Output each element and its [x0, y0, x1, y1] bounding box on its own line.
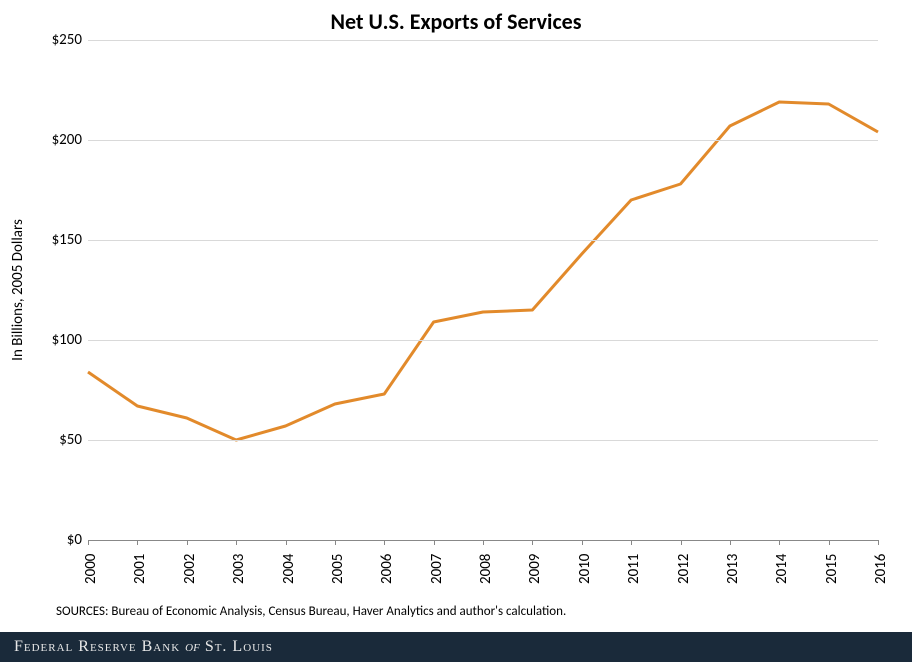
- footer-suffix: St. Louis: [200, 638, 273, 655]
- plot-area: $0$50$100$150$200$2502000200120022003200…: [88, 40, 878, 541]
- x-tick-label: 2009: [526, 554, 544, 584]
- y-tick-label: $250: [52, 31, 88, 49]
- x-tick-mark: [187, 540, 188, 545]
- x-tick-mark: [681, 540, 682, 545]
- x-tick-mark: [631, 540, 632, 545]
- x-tick-label: 2004: [280, 554, 298, 584]
- y-tick-label: $100: [52, 331, 88, 349]
- x-tick-mark: [384, 540, 385, 545]
- gridline: [88, 40, 878, 41]
- x-tick-label: 2008: [477, 554, 495, 584]
- x-tick-mark: [137, 540, 138, 545]
- x-tick-label: 2001: [131, 554, 149, 584]
- x-tick-mark: [582, 540, 583, 545]
- gridline: [88, 240, 878, 241]
- x-tick-label: 2013: [724, 554, 742, 584]
- chart-title: Net U.S. Exports of Services: [0, 8, 912, 35]
- chart-container: Net U.S. Exports of Services In Billions…: [0, 0, 912, 662]
- sources-text: SOURCES: Bureau of Economic Analysis, Ce…: [56, 604, 566, 619]
- x-tick-label: 2015: [823, 554, 841, 584]
- x-tick-mark: [236, 540, 237, 545]
- footer-prefix: Federal Reserve Bank: [14, 638, 185, 655]
- x-tick-label: 2005: [329, 554, 347, 584]
- x-tick-mark: [88, 540, 89, 545]
- x-tick-label: 2002: [181, 554, 199, 584]
- x-tick-mark: [829, 540, 830, 545]
- footer-bar: Federal Reserve Bank of St. Louis: [0, 632, 912, 662]
- x-tick-label: 2003: [230, 554, 248, 584]
- y-axis-label: In Billions, 2005 Dollars: [9, 219, 27, 361]
- y-tick-label: $0: [67, 531, 88, 549]
- footer-of: of: [185, 638, 200, 655]
- x-tick-label: 2016: [872, 554, 890, 584]
- x-tick-mark: [730, 540, 731, 545]
- gridline: [88, 140, 878, 141]
- x-tick-mark: [335, 540, 336, 545]
- x-tick-label: 2010: [576, 554, 594, 584]
- x-tick-mark: [286, 540, 287, 545]
- x-tick-mark: [532, 540, 533, 545]
- gridline: [88, 440, 878, 441]
- x-tick-mark: [483, 540, 484, 545]
- x-tick-label: 2012: [675, 554, 693, 584]
- data-line: [88, 102, 878, 440]
- x-tick-label: 2007: [428, 554, 446, 584]
- x-tick-mark: [434, 540, 435, 545]
- x-tick-label: 2011: [625, 554, 643, 584]
- y-tick-label: $200: [52, 131, 88, 149]
- x-tick-label: 2000: [82, 554, 100, 584]
- y-tick-label: $50: [59, 431, 88, 449]
- x-tick-label: 2014: [773, 554, 791, 584]
- x-tick-mark: [878, 540, 879, 545]
- y-tick-label: $150: [52, 231, 88, 249]
- gridline: [88, 340, 878, 341]
- x-tick-label: 2006: [378, 554, 396, 584]
- line-series: [88, 40, 878, 540]
- x-tick-mark: [779, 540, 780, 545]
